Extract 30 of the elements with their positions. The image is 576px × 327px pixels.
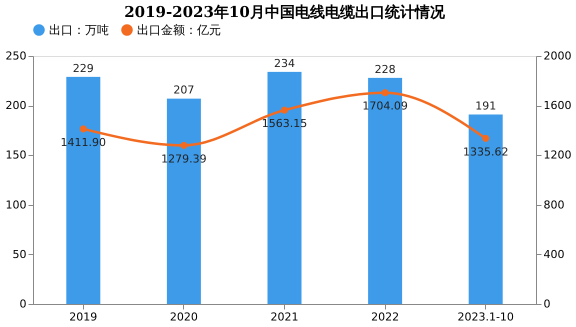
y-tick-label: 100 xyxy=(6,198,26,212)
x-tick-label: 2019 xyxy=(69,310,98,324)
data-label: 229 xyxy=(72,62,94,75)
x-tick-label: 2021 xyxy=(270,310,298,324)
y-tick-label: 0 xyxy=(20,298,26,310)
data-label: 228 xyxy=(374,62,396,76)
y-tick-label: 200 xyxy=(6,99,26,112)
x-tick-label: 2023.1-10 xyxy=(457,310,514,324)
chart-title: 2019-2023年10月中国电线电缆出口统计情况 xyxy=(124,3,446,21)
legend-label: 出口金额：亿元 xyxy=(137,23,221,37)
y2-tick-label: 2000 xyxy=(544,50,572,62)
y-tick-label: 50 xyxy=(12,248,26,261)
data-label: 191 xyxy=(475,100,496,113)
point xyxy=(482,134,490,142)
y2-tick-label: 400 xyxy=(544,248,564,261)
point xyxy=(180,142,188,149)
y2-tick-label: 1200 xyxy=(544,148,572,162)
y2-tick-label: 800 xyxy=(544,198,564,212)
y-tick-label: 250 xyxy=(6,50,26,62)
y-tick-label: 150 xyxy=(6,148,26,162)
x-tick-label: 2020 xyxy=(170,310,198,324)
y2-tick-label: 0 xyxy=(544,298,550,310)
data-label: 207 xyxy=(173,84,194,97)
x-tick-label: 2022 xyxy=(371,310,400,324)
point xyxy=(80,125,87,132)
data-label: 234 xyxy=(274,56,295,70)
point xyxy=(280,106,288,114)
legend-label: 出口：万吨 xyxy=(49,23,109,37)
y2-tick-label: 1600 xyxy=(544,99,572,112)
point xyxy=(382,89,389,96)
